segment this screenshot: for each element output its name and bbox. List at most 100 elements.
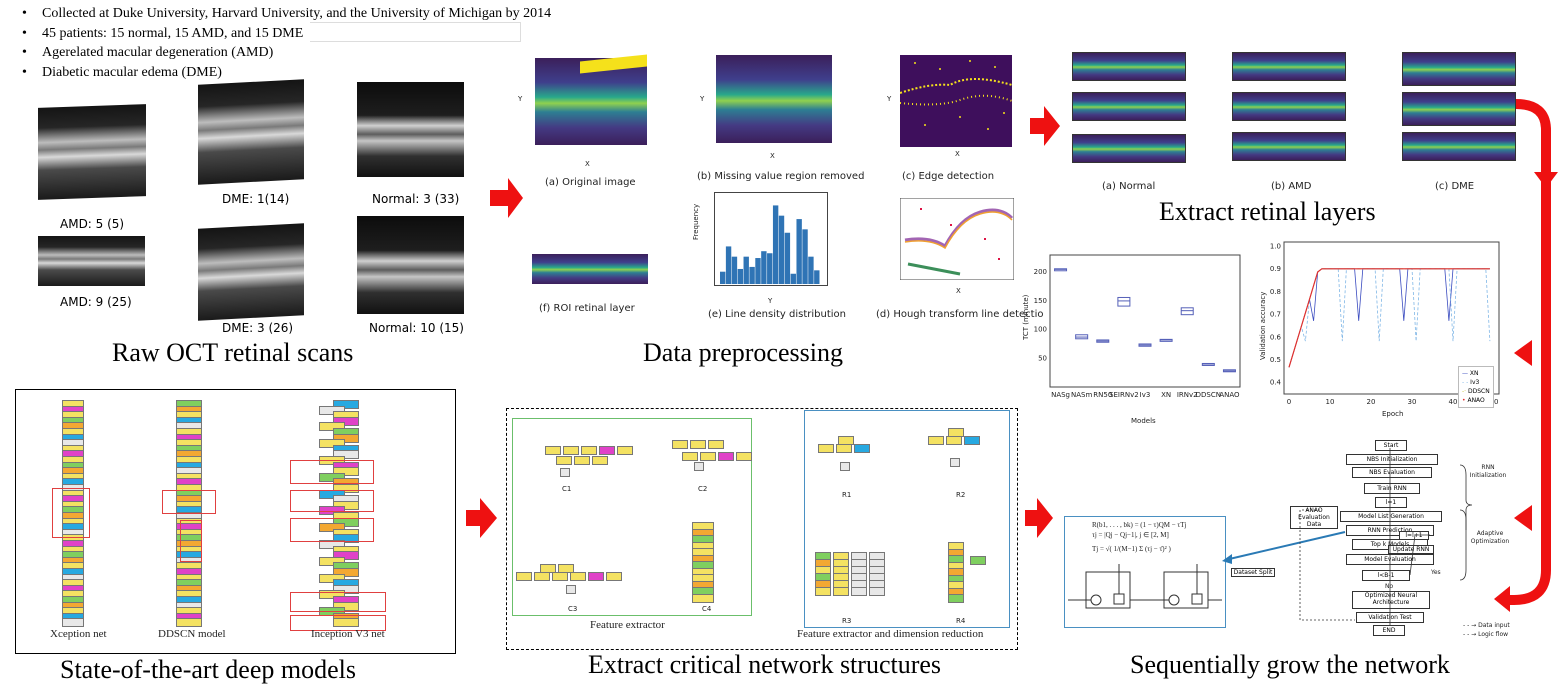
layer-node: [319, 439, 345, 449]
accuracy-series: [1288, 268, 1490, 368]
bullet-item: Collected at Duke University, Harvard Un…: [20, 4, 551, 24]
layer-strip: [1232, 52, 1346, 81]
block-label: R4: [956, 617, 966, 625]
raw-scans-title: Raw OCT retinal scans: [112, 338, 354, 367]
box-y-tick: 150: [1034, 297, 1047, 305]
caption-d: (d) Hough transform line detectio: [876, 309, 1044, 320]
acc-y-tick: 0.7: [1270, 311, 1281, 319]
structure-node: [545, 446, 561, 455]
hist-bar: [808, 256, 814, 284]
structure-node: [581, 446, 597, 455]
arrow-right-icon: [490, 178, 523, 218]
dataset-bullets: Collected at Duke University, Harvard Un…: [20, 4, 551, 82]
cleaned-image: [716, 55, 832, 143]
structure-node: [556, 456, 572, 465]
box-y-tick: 100: [1034, 326, 1047, 334]
box-y-tick: 50: [1038, 354, 1047, 362]
scan-caption: DME: 3 (26): [222, 321, 294, 335]
block-label: C4: [702, 605, 712, 613]
flow-step: Train RNN: [1364, 483, 1420, 494]
arrow-right-icon: [1025, 498, 1053, 538]
structure-node: [560, 468, 570, 477]
box-x-tick: NASm: [1071, 391, 1092, 399]
acc-x-tick: 50: [1490, 398, 1499, 406]
formula-box: [1064, 516, 1226, 628]
structure-node: [540, 564, 556, 573]
hist-bar: [725, 246, 732, 284]
layer-node: [62, 618, 84, 628]
axis-x-label: X: [956, 287, 961, 295]
flow-legend-entry: - - → Data input: [1463, 622, 1510, 629]
axis-x-label: X: [770, 152, 775, 160]
axis-y-label: Y: [887, 95, 892, 103]
flow-side-step: Update RNN: [1388, 545, 1434, 554]
layer-node: [333, 467, 359, 477]
hist-bar: [749, 266, 755, 284]
bullet-item: Diabetic macular edema (DME): [20, 63, 551, 83]
flow-branch-label: Yes: [1431, 569, 1441, 576]
block-label: C1: [562, 485, 572, 493]
layer-strip: [1232, 132, 1346, 161]
layer-node: [333, 601, 359, 611]
hist-bar: [761, 251, 767, 284]
legend-entry: — XN: [1462, 370, 1479, 377]
acc-y-tick: 0.4: [1270, 379, 1282, 387]
structure-node: [606, 572, 622, 581]
structure-node: [692, 593, 714, 603]
grow-title: Sequentially grow the network: [1130, 650, 1450, 679]
flow-step: NBS Evaluation: [1352, 467, 1432, 478]
structure-node: [592, 456, 608, 465]
acc-x-label: Epoch: [1382, 410, 1404, 418]
layer-strip: [1072, 134, 1186, 163]
hist-bar: [796, 219, 802, 284]
legend-entry: - - Iv3: [1462, 379, 1480, 386]
layer-node: [319, 422, 345, 432]
deep-models-frame: [15, 389, 456, 654]
block-label: R2: [956, 491, 966, 499]
structure-node: [574, 456, 590, 465]
structure-node: [558, 564, 574, 573]
acc-x-tick: 10: [1326, 398, 1335, 406]
scan-caption: Normal: 10 (15): [369, 321, 464, 335]
formula-line: R(b1, . . . , bk) = (1 − τ)QM − τTj: [1092, 521, 1187, 529]
layer-node: [319, 523, 345, 533]
layer-node: [333, 500, 359, 510]
structure-node: [854, 444, 870, 453]
structure-node: [599, 446, 615, 455]
rnn-cells-diagram: [1068, 564, 1222, 609]
highlight-box: [290, 592, 386, 612]
layers-title: Extract retinal layers: [1159, 197, 1376, 226]
scan-caption: DME: 1(14): [222, 192, 290, 206]
accuracy-series: [1288, 268, 1491, 368]
hist-bar: [731, 256, 738, 284]
layer-caption: (c) DME: [1435, 181, 1475, 192]
structure-node: [566, 585, 576, 594]
flow-side-step: Dataset Split: [1231, 568, 1275, 577]
model-label: Xception net: [50, 628, 107, 640]
bullet-item: 45 patients: 15 normal, 15 AMD, and 15 D…: [20, 24, 551, 44]
layer-node: [333, 568, 359, 577]
structure-node: [836, 444, 852, 453]
box-x-tick: Iv3: [1140, 391, 1151, 399]
acc-x-tick: 30: [1408, 398, 1417, 406]
cycle-arrow-icon: [1508, 99, 1551, 605]
arrow-left-icon: [1494, 586, 1510, 612]
hist-bar: [814, 270, 820, 284]
layer-node: [333, 400, 359, 409]
box-y-label: TCT (minute): [1022, 294, 1030, 340]
structure-node: [851, 587, 867, 596]
hist-y-label: Frequency: [692, 203, 700, 240]
structure-node: [690, 440, 706, 449]
highlight-box: [180, 520, 202, 562]
block-label: R1: [842, 491, 852, 499]
acc-legend: — XN - - Iv3 -· DDSCN • ANAO: [1458, 366, 1494, 408]
phase-label: Adaptive Optimization: [1470, 530, 1510, 545]
block-label: R3: [842, 617, 852, 625]
structure-node: [682, 452, 698, 461]
oct-scan: [357, 82, 464, 177]
box-x-tick: DDSCN: [1196, 391, 1221, 399]
hough-lines-image: [900, 198, 1014, 280]
scan-caption: Normal: 3 (33): [372, 192, 460, 206]
hist-bar: [720, 271, 726, 284]
